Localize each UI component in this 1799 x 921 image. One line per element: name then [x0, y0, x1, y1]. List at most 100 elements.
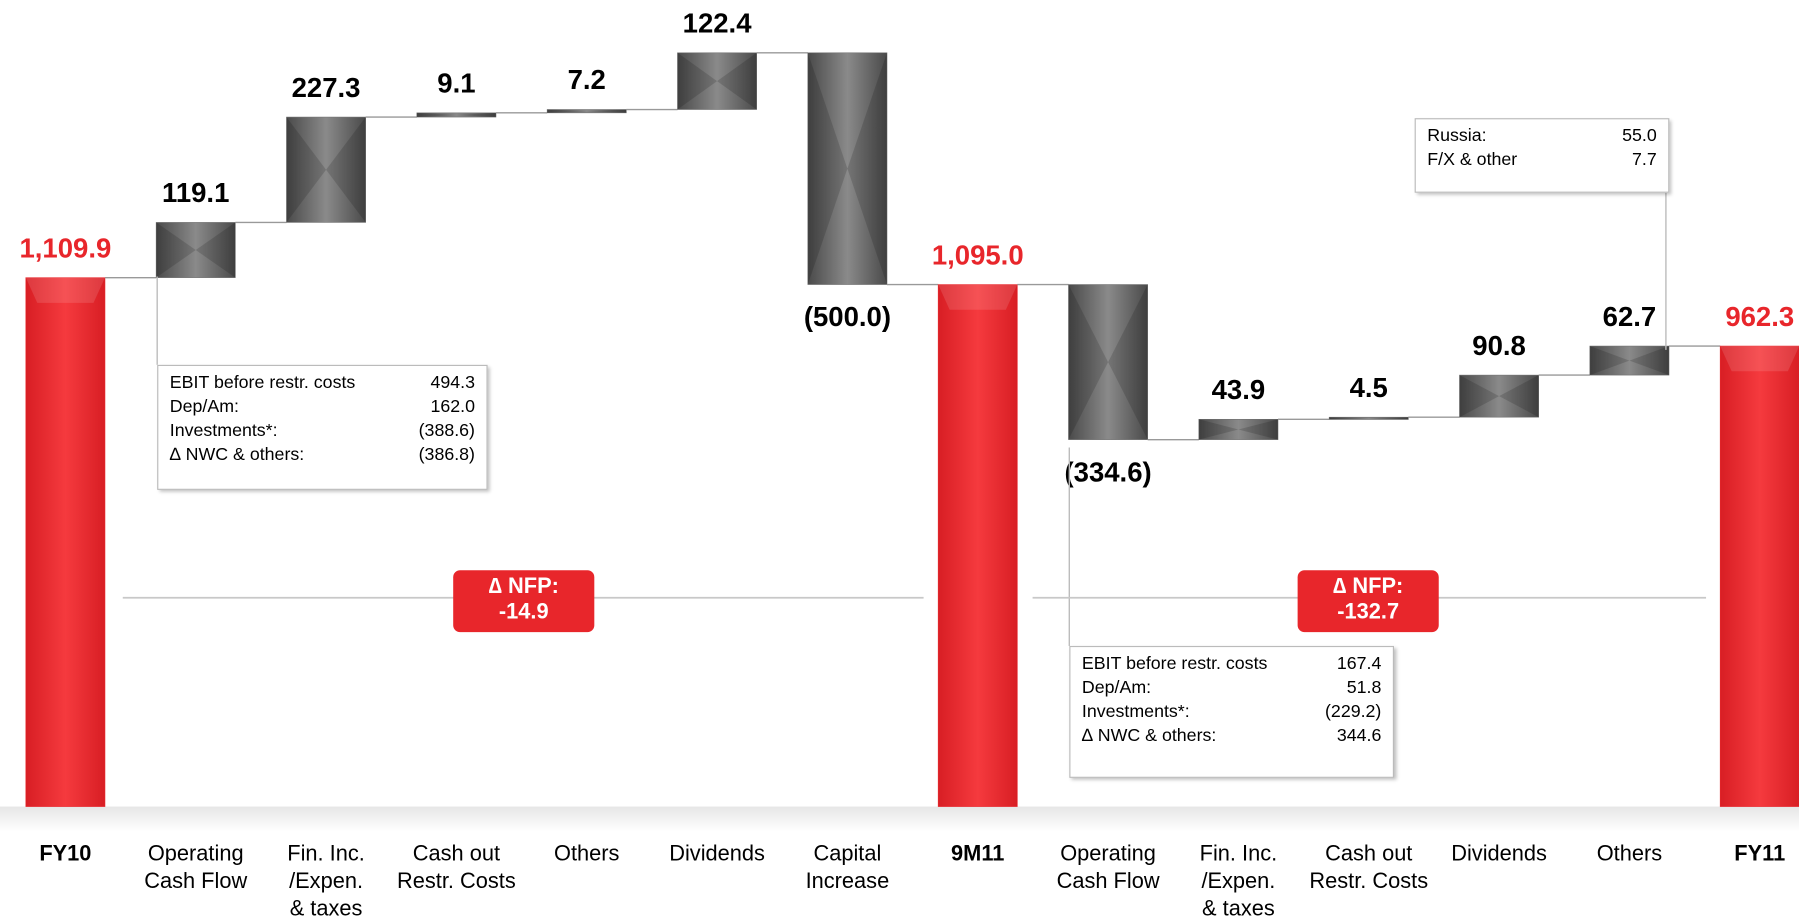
bevel [1198, 419, 1239, 440]
step-bar [546, 109, 627, 114]
annotation-label: ∆ NWC & others: [1081, 726, 1217, 746]
x-tick-label: Dividends [669, 842, 765, 867]
value-label: 1,095.0 [932, 239, 1024, 270]
annotation-row: Investments*: (229.2) [1082, 700, 1381, 724]
step-bar [155, 222, 236, 278]
annotation-row: Dep/Am: 162.0 [170, 395, 475, 419]
annotation-label: F/X & other [1427, 150, 1518, 170]
value-label: 962.3 [1725, 301, 1794, 332]
bevel [1068, 284, 1109, 440]
annotation-row: Russia: 55.0 [1427, 124, 1656, 148]
annotation-row: ∆ NWC & others: (386.8) [170, 443, 475, 467]
x-tick-label: Dividends [1451, 842, 1547, 867]
x-tick-label: Fin. Inc. /Expen. & taxes [1199, 842, 1278, 921]
value-label: 62.7 [1603, 301, 1657, 332]
annotation-label: Russia: [1427, 126, 1487, 146]
bevel [847, 52, 887, 285]
bevel [1720, 346, 1799, 372]
annotation-value: 494.3 [430, 372, 475, 393]
x-tick-label: Cash out Restr. Costs [1309, 842, 1429, 894]
annotation-label: EBIT before restr. costs [1081, 653, 1268, 674]
total-bar [937, 284, 1018, 807]
bevel [156, 222, 196, 278]
bevel [547, 109, 587, 113]
nfp-callout: ∆ NFP: -14.9 [453, 570, 595, 633]
value-label: 4.5 [1350, 372, 1388, 403]
step-bar [286, 116, 366, 223]
annotation-label: Investments*: [169, 421, 278, 441]
bevel [1459, 375, 1500, 418]
annotation-label: ∆ NWC & others: [169, 445, 305, 465]
step-bar [807, 52, 888, 285]
value-label: 7.2 [568, 64, 606, 95]
x-tick-label: Others [1596, 842, 1663, 867]
bevel [286, 117, 327, 223]
annotation-row: F/X & other 7.7 [1427, 148, 1656, 172]
annotation-row: EBIT before restr. costs 494.3 [170, 371, 475, 395]
floor [0, 806, 1799, 832]
step-bar [416, 112, 497, 118]
bevel [586, 109, 627, 113]
x-tick-label: Capital Increase [805, 842, 890, 894]
step-bar [1328, 416, 1409, 420]
x-tick-label: Fin. Inc. /Expen. & taxes [287, 842, 365, 921]
annotation-value: (388.6) [418, 421, 475, 441]
bevel [1589, 346, 1630, 376]
annotation-value: (229.2) [1325, 702, 1382, 722]
x-tick-label: FY11 [1734, 842, 1786, 867]
bevel [1329, 417, 1369, 420]
nfp-label: ∆ NFP: [1333, 574, 1404, 599]
annotation-value: 344.6 [1336, 726, 1382, 746]
bevel [1499, 375, 1539, 418]
annotation-box: Russia: 55.0 F/X & other 7.7 [1414, 118, 1670, 193]
annotation-label: Dep/Am: [1081, 678, 1152, 698]
annotation-row: ∆ NWC & others: 344.6 [1082, 724, 1381, 748]
bevel [938, 284, 1018, 310]
total-bar [25, 277, 106, 807]
annotation-row: EBIT before restr. costs 167.4 [1082, 652, 1381, 676]
bevel [1238, 419, 1278, 440]
nfp-callout: ∆ NFP: -132.7 [1297, 570, 1439, 633]
x-tick-label: Others [554, 842, 620, 867]
x-tick-label: Operating Cash Flow [1056, 842, 1160, 894]
annotation-box: EBIT before restr. costs 494.3 Dep/Am: 162.… [157, 364, 488, 490]
step-bar [1068, 284, 1148, 440]
bevel [677, 52, 718, 110]
step-bar [1198, 418, 1279, 440]
value-label: 122.4 [683, 8, 753, 39]
value-label: (334.6) [1064, 456, 1151, 487]
x-tick-label: Operating Cash Flow [144, 842, 248, 894]
annotation-value: 162.0 [430, 396, 475, 417]
annotation-label: Dep/Am: [169, 396, 240, 417]
bevel [1368, 417, 1409, 420]
annotation-label: EBIT before restr. costs [169, 372, 356, 393]
bevel [25, 277, 105, 303]
annotation-value: 7.7 [1631, 150, 1657, 170]
value-label: 119.1 [162, 177, 229, 208]
step-bar [1589, 345, 1670, 376]
annotation-value: (386.8) [418, 445, 475, 465]
x-tick-label: FY10 [39, 842, 92, 867]
step-bar [1459, 374, 1539, 418]
value-label: 227.3 [292, 72, 361, 103]
value-label: 90.8 [1472, 330, 1526, 361]
nfp-value: -14.9 [498, 600, 549, 625]
annotation-row: Investments*: (388.6) [170, 419, 475, 443]
bevel [807, 52, 848, 285]
step-bar [677, 52, 757, 110]
annotation-label: Investments*: [1081, 702, 1190, 722]
value-label: 43.9 [1212, 374, 1266, 405]
annotation-value: 55.0 [1622, 126, 1657, 146]
bevel [416, 112, 457, 118]
total-bar [1719, 345, 1799, 807]
annotation-row: Dep/Am: 51.8 [1082, 676, 1381, 700]
nfp-label: ∆ NFP: [488, 574, 559, 599]
bevel [717, 52, 757, 110]
annotation-value: 51.8 [1346, 678, 1382, 698]
bevel [1108, 284, 1148, 440]
annotation-box: EBIT before restr. costs 167.4 Dep/Am: 51.8… [1069, 645, 1394, 778]
x-tick-label: 9M11 [951, 842, 1005, 867]
